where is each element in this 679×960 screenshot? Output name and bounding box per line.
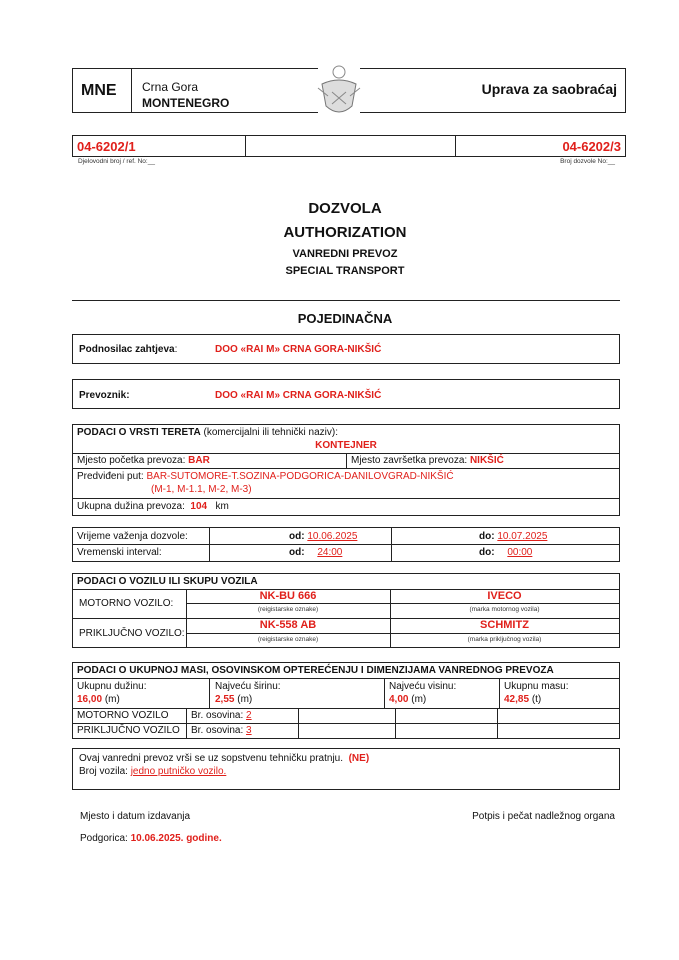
interval-from-label: od: — [289, 547, 305, 558]
permit-number-label: Broj dozvole No:__ — [560, 158, 615, 165]
length-unit: (m) — [104, 694, 120, 705]
trailer-make-caption: (marka priključnog vozila) — [467, 636, 542, 643]
width-label: Najveću širinu: — [215, 681, 281, 692]
motor-make: IVECO — [487, 590, 522, 602]
width-unit: (m) — [237, 694, 253, 705]
mass-unit: (t) — [531, 694, 542, 705]
reference-divider — [455, 136, 456, 156]
length-unit: km — [215, 501, 229, 512]
start-label: Mjesto početka prevoza: — [77, 455, 186, 466]
trailer-make: SCHMITZ — [480, 619, 529, 631]
end-value: NIKŠIĆ — [469, 455, 504, 466]
motor-make-caption: (marka motornog vozila) — [469, 606, 540, 613]
cargo-box: PODACI O VRSTI TERETA (komercijalni ili … — [72, 424, 620, 516]
valid-to: 10.07.2025 — [497, 531, 548, 542]
route-value: BAR-SUTOMORE-T.SOZINA-PODGORICA-DANILOVG… — [146, 471, 454, 482]
permit-type: POJEDINAČNA — [297, 311, 393, 326]
motor-vehicle-label: MOTORNO VOZILO: — [79, 598, 174, 609]
cargo-name: KONTEJNER — [315, 440, 377, 451]
issue-date: 10.06.2025. godine. — [130, 833, 222, 844]
motor-axles-label: MOTORNO VOZILO — [77, 710, 169, 721]
axles-label: Br. osovina: — [191, 710, 244, 721]
interval-to-label: do: — [479, 547, 495, 558]
height-value: 4,00 — [389, 694, 409, 705]
escort-value: (NE) — [348, 753, 370, 764]
title-main: DOZVOLA — [308, 200, 382, 217]
authority: Uprava za saobraćaj — [481, 81, 617, 97]
motor-axles: 2 — [246, 710, 252, 721]
permit-number: 04-6202/3 — [562, 139, 621, 154]
height-label: Najveću visinu: — [389, 681, 457, 692]
route-roads: (M-1, M-1.1, M-2, M-3) — [151, 484, 252, 495]
trailer-vehicle-label: PRIKLJUČNO VOZILO: — [79, 628, 185, 639]
carrier-label: Prevoznik: — [79, 390, 130, 401]
reference-box: 04-6202/1 04-6202/3 — [72, 135, 626, 157]
axles-label: Br. osovina: — [191, 725, 244, 736]
vehicles-heading: PODACI O VOZILU ILI SKUPU VOZILA — [77, 576, 258, 587]
dimensions-box: PODACI O UKUPNOJ MASI, OSOVINSKOM OPTERE… — [72, 662, 620, 739]
issue-place: Podgorica: — [80, 833, 128, 844]
trailer-plate: NK-558 AB — [259, 619, 317, 631]
validity-box: Vrijeme važenja dozvole: od: 10.06.2025 … — [72, 527, 620, 562]
reference-divider — [245, 136, 246, 156]
valid-from: 10.06.2025 — [307, 531, 358, 542]
dimensions-heading: PODACI O UKUPNOJ MASI, OSOVINSKOM OPTERE… — [77, 665, 554, 676]
mass-value: 42,85 — [504, 694, 530, 705]
trailer-plate-caption: (reigistarske oznake) — [257, 636, 319, 643]
file-number: 04-6202/1 — [77, 139, 136, 154]
length-label: Ukupna dužina prevoza: — [77, 501, 185, 512]
applicant-box: Podnosilac zahtjeva: DOO «RAI M» CRNA GO… — [72, 334, 620, 364]
trailer-axles: 3 — [246, 725, 252, 736]
motor-plate: NK-BU 666 — [259, 590, 317, 602]
end-label: Mjesto završetka prevoza: — [351, 455, 468, 466]
width-value: 2,55 — [215, 694, 235, 705]
to-label: do: — [479, 531, 495, 542]
header-top-rule — [132, 68, 318, 69]
country-en: MONTENEGRO — [142, 96, 230, 110]
place-date-label: Mjesto i datum izdavanja — [80, 811, 191, 822]
title-sub-en: SPECIAL TRANSPORT — [285, 265, 405, 277]
title-sub: VANREDNI PREVOZ — [292, 248, 398, 260]
length-value: 16,00 — [77, 694, 103, 705]
from-label: od: — [289, 531, 305, 542]
motor-plate-caption: (reigistarske oznake) — [257, 606, 319, 613]
cargo-heading: PODACI O VRSTI TERETA — [77, 427, 201, 438]
authority-cell: Uprava za saobraćaj — [360, 68, 626, 113]
file-number-label: Djelovodni broj / ref. No:__ — [78, 158, 155, 165]
height-unit: (m) — [411, 694, 427, 705]
note-box: Ovaj vanredni prevoz vrši se uz sopstven… — [72, 748, 620, 790]
applicant-value: DOO «RAI M» CRNA GORA-NIKŠIĆ — [215, 344, 382, 355]
carrier-value: DOO «RAI M» CRNA GORA-NIKŠIĆ — [215, 390, 382, 401]
interval-from: 24:00 — [317, 547, 343, 558]
country-local: Crna Gora — [142, 80, 199, 94]
vehicle-count-label: Broj vozila: — [79, 766, 128, 777]
start-value: BAR — [188, 455, 210, 466]
carrier-box: Prevoznik: DOO «RAI M» CRNA GORA-NIKŠIĆ — [72, 379, 620, 409]
validity-label: Vrijeme važenja dozvole: — [77, 531, 188, 542]
length-value: 104 — [190, 501, 208, 512]
interval-to: 00:00 — [507, 547, 533, 558]
country-code-cell: MNE — [72, 68, 132, 113]
coat-of-arms-icon — [317, 65, 361, 113]
country-code: MNE — [81, 82, 117, 99]
escort-text: Ovaj vanredni prevoz vrši se uz sopstven… — [79, 753, 344, 764]
mass-label: Ukupnu masu: — [504, 681, 569, 692]
divider — [72, 300, 620, 301]
title-main-en: AUTHORIZATION — [283, 224, 407, 241]
vehicle-count-value: jedno putničko vozilo. — [130, 766, 227, 777]
header-bottom-rule — [132, 112, 318, 113]
applicant-label: Podnosilac zahtjeva — [79, 344, 175, 355]
signature-label: Potpis i pečat nadležnog organa — [472, 811, 615, 822]
trailer-axles-label: PRIKLJUČNO VOZILO — [77, 725, 180, 736]
vehicles-box: PODACI O VOZILU ILI SKUPU VOZILA MOTORNO… — [72, 573, 620, 648]
interval-label: Vremenski interval: — [77, 547, 162, 558]
cargo-heading-note: (komercijalni ili tehnički naziv): — [203, 427, 338, 438]
length-label: Ukupnu dužinu: — [77, 681, 147, 692]
route-label: Predviđeni put: — [77, 471, 144, 482]
